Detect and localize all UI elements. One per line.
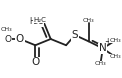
- Text: CH₃: CH₃: [109, 38, 121, 43]
- Text: N: N: [99, 43, 107, 53]
- Text: N: N: [99, 43, 107, 53]
- Text: S: S: [72, 30, 78, 40]
- Text: O: O: [31, 57, 39, 67]
- Text: H₂C: H₂C: [33, 17, 46, 23]
- Text: CH₃: CH₃: [109, 54, 121, 59]
- Text: CH₃: CH₃: [83, 18, 94, 23]
- Text: CH₃: CH₃: [1, 27, 13, 32]
- Text: CH₃: CH₃: [95, 61, 106, 66]
- Text: O: O: [5, 34, 12, 44]
- Text: H₂C: H₂C: [29, 17, 44, 26]
- Text: O: O: [16, 34, 24, 44]
- Text: +: +: [105, 37, 111, 46]
